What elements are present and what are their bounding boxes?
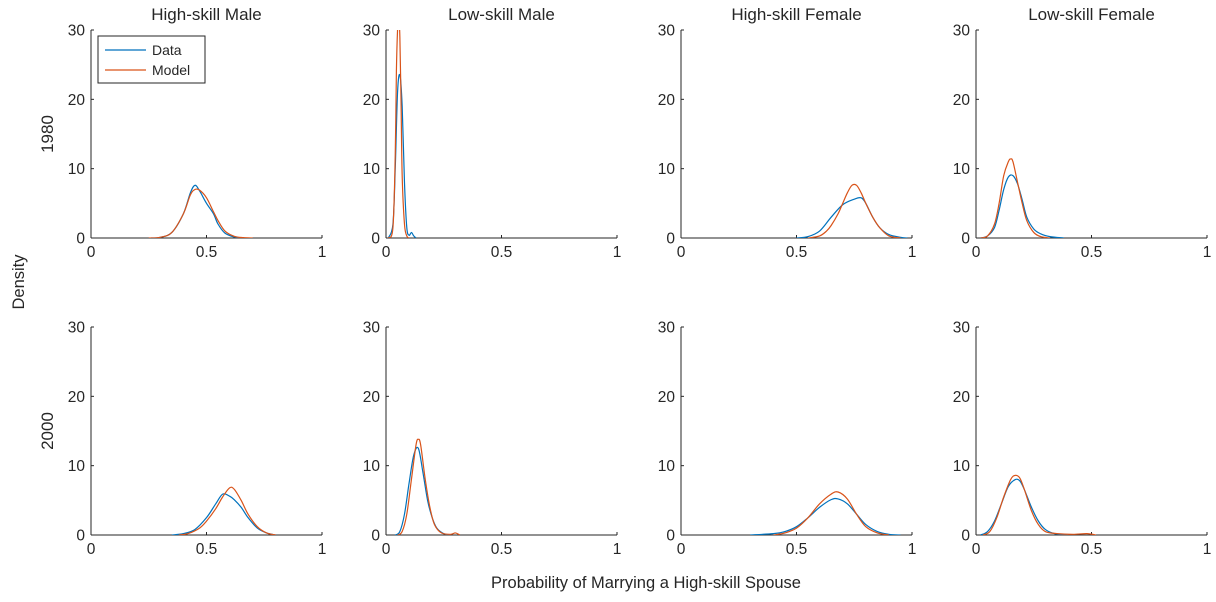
y-tick-label: 30	[68, 320, 86, 337]
legend-box	[97, 35, 206, 84]
x-tick-label: 1	[908, 541, 917, 558]
series-line-model	[982, 474, 1097, 535]
x-tick-label: 1	[1203, 244, 1212, 261]
series-line-data	[750, 497, 901, 535]
series-line-data	[980, 174, 1064, 238]
y-tick-label: 30	[363, 320, 381, 337]
y-tick-label: 20	[363, 389, 381, 406]
y-tick-label: 10	[363, 161, 381, 178]
y-tick-label: 20	[658, 389, 676, 406]
legend: Data Model	[97, 35, 206, 84]
x-tick-label: 1	[613, 541, 622, 558]
y-tick-label: 30	[658, 23, 676, 40]
x-tick-label: 0.5	[786, 541, 808, 558]
x-tick-label: 0.5	[491, 244, 513, 261]
y-tick-label: 20	[658, 92, 676, 109]
row-label-1980: 1980	[38, 115, 57, 153]
x-axis-label: Probability of Marrying a High-skill Spo…	[491, 574, 801, 592]
y-tick-label: 10	[658, 161, 676, 178]
y-tick-label: 30	[363, 23, 381, 40]
x-tick-label: 1	[1203, 541, 1212, 558]
y-tick-label: 20	[953, 92, 971, 109]
panel-title-low-skill-male: Low-skill Male	[448, 5, 555, 24]
y-tick-label: 20	[363, 92, 381, 109]
x-tick-label: 0.5	[196, 244, 218, 261]
y-tick-label: 0	[76, 528, 85, 545]
y-tick-label: 0	[371, 528, 380, 545]
y-tick-label: 30	[68, 23, 86, 40]
series-line-model	[773, 491, 890, 535]
series-line-model	[148, 188, 253, 238]
x-tick-label: 1	[613, 244, 622, 261]
series-line-model	[178, 486, 276, 535]
series-line-data	[171, 493, 276, 535]
y-tick-label: 30	[953, 320, 971, 337]
series-line-model	[397, 438, 461, 535]
y-tick-label: 10	[953, 458, 971, 475]
x-tick-label: 1	[908, 244, 917, 261]
x-tick-label: 0	[972, 244, 981, 261]
x-tick-label: 0	[87, 541, 96, 558]
y-tick-label: 10	[363, 458, 381, 475]
y-tick-label: 30	[658, 320, 676, 337]
x-tick-label: 0.5	[1081, 541, 1103, 558]
y-tick-label: 30	[953, 23, 971, 40]
series-line-data	[151, 184, 244, 238]
x-tick-label: 0	[677, 244, 686, 261]
row-label-2000: 2000	[38, 412, 57, 450]
x-tick-label: 0.5	[1081, 244, 1103, 261]
y-tick-label: 10	[953, 161, 971, 178]
y-tick-label: 0	[666, 231, 675, 248]
y-tick-label: 0	[371, 231, 380, 248]
x-tick-label: 0	[87, 244, 96, 261]
panel-title-low-skill-female: Low-skill Female	[1028, 5, 1155, 24]
x-tick-label: 0	[382, 244, 391, 261]
series-line-model	[807, 183, 901, 238]
series-line-data	[980, 478, 1069, 535]
panel-title-high-skill-male: High-skill Male	[151, 5, 262, 24]
y-tick-label: 10	[68, 161, 86, 178]
y-tick-label: 20	[68, 92, 86, 109]
y-tick-label: 10	[658, 458, 676, 475]
panel-title-high-skill-female: High-skill Female	[731, 5, 861, 24]
x-tick-label: 0.5	[491, 541, 513, 558]
legend-label-data: Data	[152, 42, 182, 58]
x-tick-label: 0	[972, 541, 981, 558]
y-tick-label: 10	[68, 458, 86, 475]
x-tick-label: 0.5	[196, 541, 218, 558]
series-line-model	[387, 30, 410, 238]
y-tick-label: 20	[68, 389, 86, 406]
x-tick-label: 1	[318, 244, 327, 261]
y-tick-label: 0	[666, 528, 675, 545]
legend-label-model: Model	[152, 62, 190, 78]
x-tick-label: 0	[677, 541, 686, 558]
x-tick-label: 0	[382, 541, 391, 558]
x-tick-label: 0.5	[786, 244, 808, 261]
y-tick-label: 20	[953, 389, 971, 406]
series-line-model	[980, 158, 1051, 238]
series-line-data	[796, 196, 908, 238]
y-tick-label: 0	[961, 231, 970, 248]
x-tick-label: 1	[318, 541, 327, 558]
y-tick-label: 0	[76, 231, 85, 248]
y-tick-label: 0	[961, 528, 970, 545]
y-axis-label: Density	[10, 254, 28, 310]
